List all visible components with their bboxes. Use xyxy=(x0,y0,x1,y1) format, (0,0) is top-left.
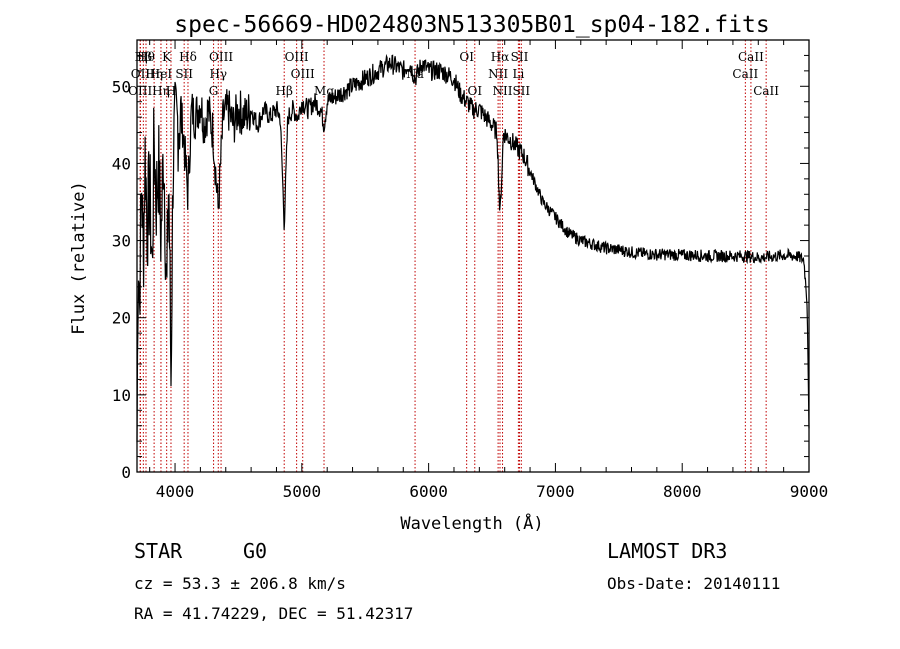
spectral-line-label: K xyxy=(162,50,172,64)
x-tick-label: 5000 xyxy=(283,482,322,501)
spectral-line-label: SII xyxy=(511,50,529,64)
x-tick-label: 4000 xyxy=(156,482,195,501)
spectral-line-label: Hδ xyxy=(179,50,197,64)
spectral-line-label: Li xyxy=(512,67,524,81)
y-axis-label: Flux (relative) xyxy=(69,181,89,335)
spectral-line-label: OII xyxy=(131,67,151,81)
x-axis-label: Wavelength (Å) xyxy=(400,512,543,534)
spectral-line-label: NII xyxy=(488,67,508,81)
flux-series-line xyxy=(136,53,810,443)
spectral-line-label: OIII xyxy=(291,67,315,81)
spectral-line-label: Hβ xyxy=(135,50,152,64)
spectral-line-label: SII xyxy=(512,84,530,98)
survey-name: LAMOST DR3 xyxy=(607,539,727,563)
y-axis: 0 10 20 30 40 50 xyxy=(112,54,809,482)
spectral-line-label: OIII xyxy=(209,50,233,64)
spectral-line-label: Hη xyxy=(145,67,163,81)
x-tick-label: 9000 xyxy=(790,482,829,501)
chart-title: spec-56669-HD024803N513305B01_sp04-182.f… xyxy=(174,12,769,38)
obs-date: Obs-Date: 20140111 xyxy=(607,574,780,593)
x-tick-label: 8000 xyxy=(663,482,702,501)
object-class: STAR xyxy=(134,539,183,563)
spectral-line-label: Hγ xyxy=(209,67,227,81)
redshift-text: cz = 53.3 ± 206.8 km/s xyxy=(134,574,346,593)
y-tick-label: 10 xyxy=(112,386,131,405)
spectral-line-label: HeI xyxy=(150,67,173,81)
y-tick-label: 50 xyxy=(112,77,131,96)
y-tick-label: 30 xyxy=(112,232,131,251)
spectral-line-label: CaII xyxy=(738,50,764,64)
spectral-line-label: Hα xyxy=(491,50,510,64)
spectral-line-label: SII xyxy=(175,67,193,81)
y-tick-label: 40 xyxy=(112,154,131,173)
x-tick-label: 7000 xyxy=(536,482,575,501)
spectral-line-label: CaII xyxy=(753,84,779,98)
spectral-line-label: OIII xyxy=(128,84,152,98)
spectral-line-label: H xyxy=(166,84,176,98)
spectral-line-label: CaII xyxy=(732,67,758,81)
y-tick-label: 20 xyxy=(112,309,131,328)
spectral-line-label: NII xyxy=(493,84,513,98)
x-axis: 4000 5000 6000 7000 8000 9000 xyxy=(149,40,829,501)
spectral-line-label: OIII xyxy=(285,50,309,64)
spectral-line-label: Hη xyxy=(152,84,170,98)
spectral-line-label: Hθ xyxy=(137,50,155,64)
spectral-line-label: OI xyxy=(467,84,482,98)
coordinates-text: RA = 41.74229, DEC = 51.42317 xyxy=(134,604,413,623)
spectral-line-label: Hβ xyxy=(276,84,293,98)
spectral-line-label: G xyxy=(209,84,219,98)
x-tick-label: 6000 xyxy=(409,482,448,501)
spectral-subclass: G0 xyxy=(243,539,267,563)
spectral-line-label: OI xyxy=(459,50,474,64)
y-tick-label: 0 xyxy=(121,463,131,482)
